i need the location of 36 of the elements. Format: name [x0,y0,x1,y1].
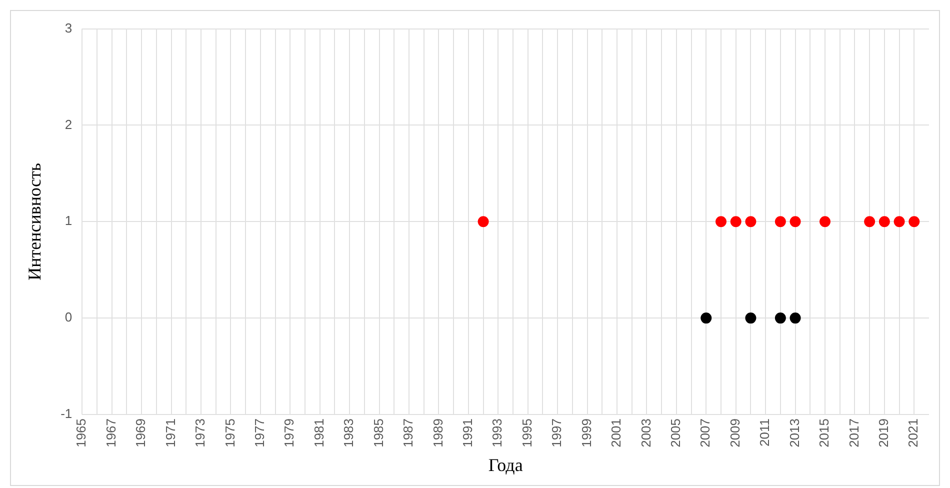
x-tick-label: 2013 [786,418,802,448]
x-tick-label: 2003 [638,418,654,448]
y-axis-title: Интенсивность [24,162,45,280]
x-tick-label: 1995 [519,418,534,448]
x-tick-label: 2015 [816,418,832,448]
x-tick-label: 1971 [162,418,178,448]
x-tick-label: 1993 [490,418,505,448]
x-tick-label: 2005 [668,418,684,448]
x-tick-label: 1967 [103,418,118,448]
x-tick-label: 2021 [906,418,921,448]
y-tick-label: 1 [64,213,72,228]
x-tick-label: 1979 [282,418,297,448]
x-tick-label: 2017 [846,418,862,448]
x-tick-label: 1997 [549,418,564,448]
x-tick-label: 2019 [876,418,892,448]
y-tick-label: -1 [60,406,72,422]
x-tick-label: 1985 [370,418,386,448]
x-tick-label: 1987 [400,418,416,448]
y-tick-label: 2 [64,116,72,132]
x-tick-label: 1991 [460,418,476,448]
x-tick-label: 1999 [578,418,594,448]
x-tick-label: 1989 [430,418,446,448]
x-tick-label: 1983 [341,418,356,448]
x-tick-label: 2007 [698,418,713,448]
x-tick-label: 2009 [727,418,742,448]
x-tick-label: 1977 [252,418,268,448]
x-tick-label: 2001 [608,418,624,448]
x-tick-label: 1965 [74,418,89,448]
x-tick-label: 1973 [192,418,208,448]
y-tick-label: 3 [64,20,72,36]
x-tick-label: 2011 [757,418,772,446]
x-tick-label: 1981 [311,418,326,448]
x-tick-label: 1975 [222,418,238,448]
x-axis-title: Года [488,454,523,475]
x-tick-label: 1969 [133,418,148,448]
y-tick-label: 0 [64,310,72,325]
